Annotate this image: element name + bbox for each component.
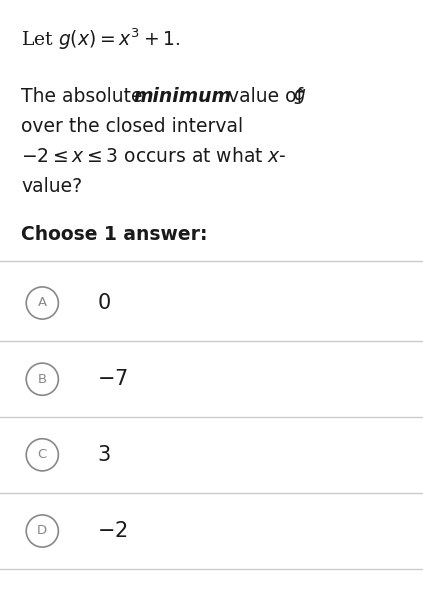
Text: Let $g(x) = x^3 + 1$.: Let $g(x) = x^3 + 1$. <box>21 27 181 52</box>
Text: $-2$: $-2$ <box>97 521 128 541</box>
Text: minimum: minimum <box>133 87 231 106</box>
Text: $3$: $3$ <box>97 445 111 465</box>
Text: $-2 \leq x \leq 3$ occurs at what $x$-: $-2 \leq x \leq 3$ occurs at what $x$- <box>21 147 287 166</box>
Text: $g$: $g$ <box>293 87 306 106</box>
Text: value?: value? <box>21 177 82 196</box>
Text: C: C <box>38 448 47 461</box>
Text: B: B <box>38 373 47 386</box>
Text: over the closed interval: over the closed interval <box>21 117 243 136</box>
Text: The absolute: The absolute <box>21 87 148 106</box>
Text: $-7$: $-7$ <box>97 369 128 389</box>
Text: A: A <box>38 296 47 310</box>
Text: D: D <box>37 524 47 538</box>
Text: Choose 1 answer:: Choose 1 answer: <box>21 225 208 244</box>
Text: $0$: $0$ <box>97 293 111 313</box>
Text: value of: value of <box>222 87 309 106</box>
